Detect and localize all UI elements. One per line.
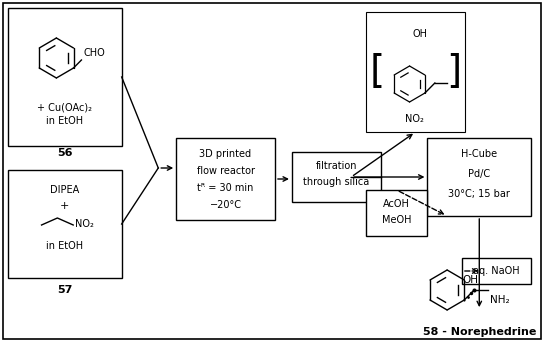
Text: + Cu(OAc)₂: + Cu(OAc)₂ bbox=[37, 102, 92, 112]
Text: 56: 56 bbox=[57, 148, 73, 158]
Text: ]: ] bbox=[446, 53, 461, 91]
Text: tᴿ = 30 min: tᴿ = 30 min bbox=[197, 183, 254, 193]
Text: NO₂: NO₂ bbox=[75, 219, 94, 229]
Bar bbox=[366, 190, 427, 236]
Text: filtration: filtration bbox=[316, 161, 357, 171]
Text: NO₂: NO₂ bbox=[405, 114, 424, 124]
Text: flow reactor: flow reactor bbox=[196, 166, 255, 176]
Text: aq. NaOH: aq. NaOH bbox=[474, 266, 520, 276]
Text: Pd/C: Pd/C bbox=[468, 169, 491, 179]
Bar bbox=[292, 152, 381, 202]
Text: 57: 57 bbox=[57, 285, 73, 295]
Text: [: [ bbox=[370, 53, 385, 91]
Text: H-Cube: H-Cube bbox=[461, 149, 497, 159]
Bar bbox=[176, 138, 275, 220]
Text: through silica: through silica bbox=[303, 177, 370, 187]
Bar bbox=[462, 258, 531, 284]
Text: CHO: CHO bbox=[84, 48, 105, 58]
Text: OH: OH bbox=[413, 29, 428, 39]
Text: 3D printed: 3D printed bbox=[200, 149, 251, 159]
Text: 58 - Norephedrine: 58 - Norephedrine bbox=[422, 327, 536, 337]
Bar bbox=[427, 138, 531, 216]
Text: 30°C; 15 bar: 30°C; 15 bar bbox=[448, 189, 510, 199]
Text: MeOH: MeOH bbox=[382, 215, 411, 225]
Bar bbox=[8, 8, 122, 146]
Text: in EtOH: in EtOH bbox=[46, 116, 84, 126]
Text: DIPEA: DIPEA bbox=[50, 185, 79, 195]
Text: NH₂: NH₂ bbox=[490, 295, 510, 305]
Text: +: + bbox=[60, 201, 69, 211]
Bar bbox=[8, 170, 122, 278]
Bar bbox=[366, 12, 465, 132]
Text: OH: OH bbox=[462, 275, 478, 285]
Text: AcOH: AcOH bbox=[383, 199, 410, 209]
Text: −20°C: −20°C bbox=[210, 200, 241, 210]
Text: in EtOH: in EtOH bbox=[46, 241, 84, 251]
